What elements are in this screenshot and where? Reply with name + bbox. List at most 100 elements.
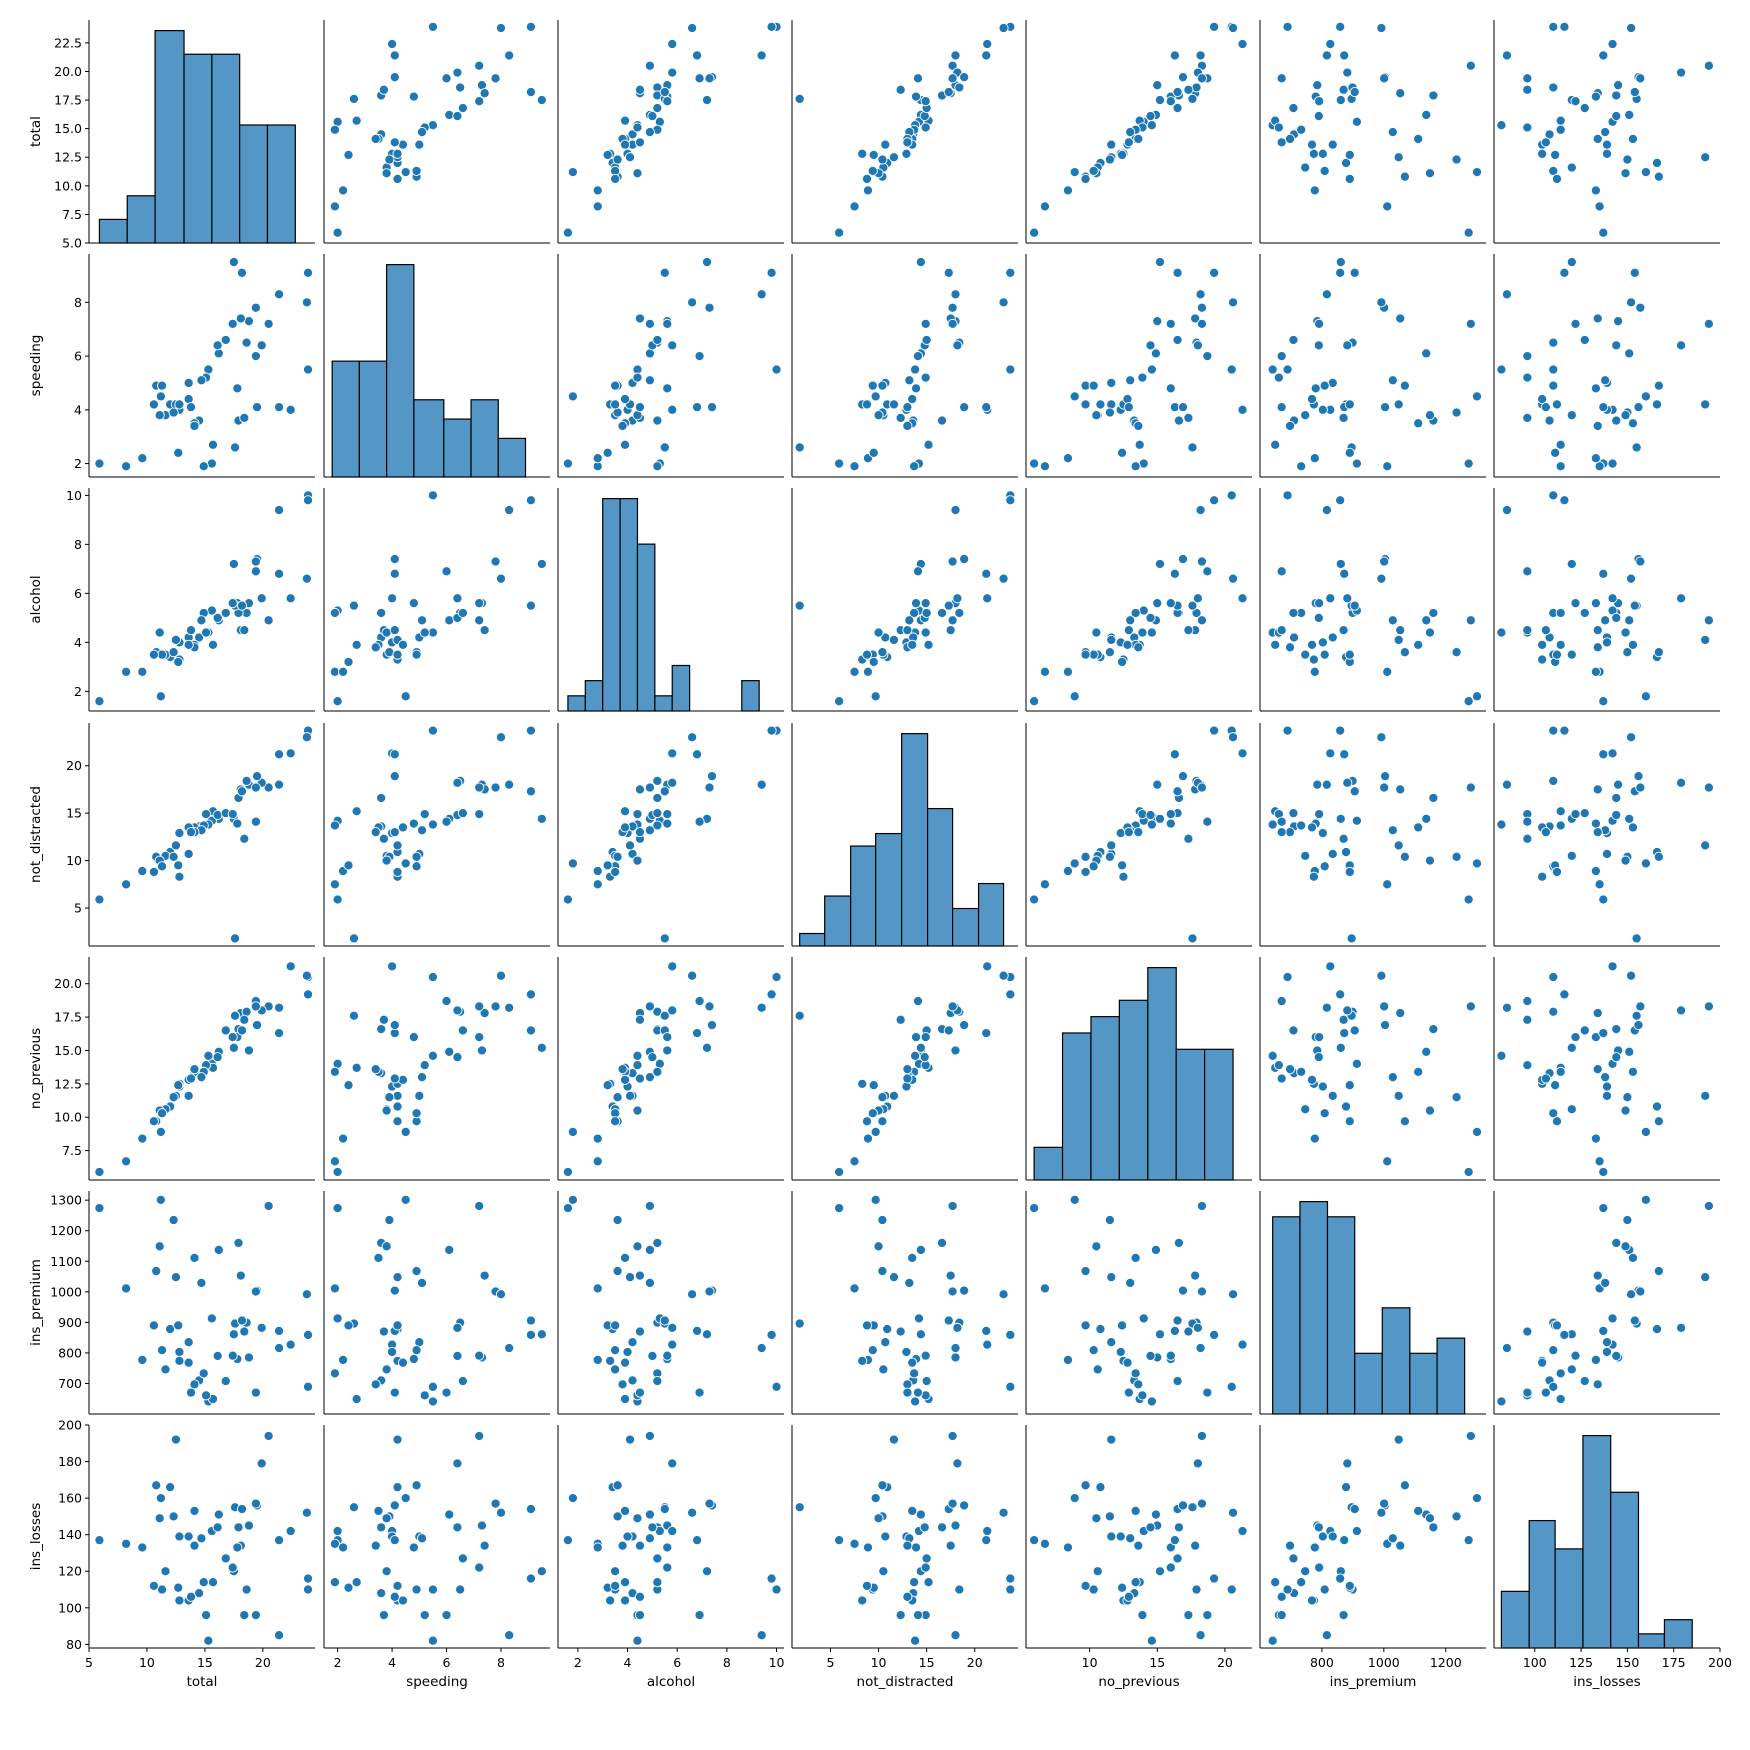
- scatter-point: [612, 1092, 623, 1103]
- scatter-point: [1338, 1610, 1349, 1621]
- scatter-point: [1190, 313, 1201, 324]
- scatter-point: [1095, 399, 1106, 410]
- scatter-point: [232, 383, 243, 394]
- scatter-point: [950, 504, 961, 516]
- scatter-point: [173, 1582, 184, 1593]
- y-tick-label: 180: [58, 1454, 82, 1469]
- scatter-point: [915, 1329, 926, 1340]
- scatter-point: [525, 600, 536, 611]
- scatter-point: [168, 851, 179, 862]
- scatter-point: [627, 1375, 638, 1386]
- scatter-point: [227, 1032, 238, 1043]
- scatter-point: [151, 1480, 162, 1491]
- scatter-point: [1172, 1315, 1183, 1326]
- scatter-point: [397, 1074, 409, 1085]
- scatter-point: [644, 825, 655, 836]
- scatter-point: [1306, 394, 1318, 405]
- scatter-point: [1570, 318, 1581, 329]
- scatter-point: [947, 1498, 958, 1509]
- scatter-point: [452, 1052, 463, 1063]
- scatter-point: [1703, 318, 1714, 329]
- scatter-point: [1306, 1074, 1318, 1085]
- scatter-point: [236, 1315, 248, 1326]
- scatter-point: [794, 1502, 805, 1513]
- scatter-point: [1273, 122, 1284, 133]
- scatter-point: [1555, 115, 1566, 126]
- scatter-point: [154, 1513, 165, 1524]
- scatter-point: [457, 1375, 468, 1387]
- scatter-point: [1600, 127, 1611, 138]
- scatter-point: [766, 1573, 777, 1584]
- scatter-point: [610, 173, 621, 185]
- scatter-point: [1559, 1329, 1570, 1340]
- scatter-point: [1653, 380, 1664, 391]
- scatter-point: [212, 340, 223, 351]
- scatter-point: [659, 1010, 670, 1021]
- scatter-point: [1566, 410, 1577, 421]
- scatter-point: [1598, 1028, 1609, 1039]
- scatter-point: [1349, 1504, 1360, 1515]
- scatter-point: [183, 1337, 194, 1348]
- scatter-point: [250, 351, 261, 362]
- panel-not_distracted-vs-speeding: [323, 723, 550, 947]
- scatter-point: [647, 111, 658, 122]
- scatter-point: [1138, 1313, 1149, 1324]
- scatter-point: [1130, 607, 1141, 619]
- panel-speeding-vs-alcohol: [557, 254, 784, 478]
- scatter-point: [228, 558, 239, 570]
- hist-bar: [1033, 1146, 1064, 1181]
- scatter-point: [332, 227, 343, 238]
- scatter-point: [155, 391, 166, 402]
- hist-bar: [977, 882, 1005, 947]
- scatter-point: [1496, 627, 1507, 638]
- scatter-point: [1522, 996, 1533, 1007]
- scatter-point: [1195, 289, 1206, 300]
- scatter-point: [274, 749, 285, 760]
- scatter-point: [659, 786, 670, 797]
- scatter-point: [1537, 639, 1548, 650]
- scatter-point: [919, 1052, 930, 1063]
- scatter-point: [1154, 95, 1166, 106]
- scatter-point: [1154, 558, 1166, 570]
- scatter-point: [1463, 227, 1474, 238]
- scatter-point: [196, 1277, 207, 1288]
- scatter-point: [602, 860, 613, 871]
- scatter-point: [232, 818, 243, 829]
- scatter-point: [1382, 1156, 1393, 1167]
- scatter-point: [387, 1346, 398, 1358]
- scatter-point: [920, 318, 931, 329]
- scatter-point: [1393, 634, 1404, 645]
- scatter-point: [387, 593, 398, 604]
- scatter-point: [165, 1324, 176, 1335]
- scatter-point: [1145, 1522, 1156, 1533]
- scatter-point: [868, 447, 879, 458]
- scatter-point: [959, 402, 970, 413]
- scatter-point: [1387, 127, 1398, 138]
- scatter-point: [1590, 453, 1601, 464]
- scatter-point: [919, 1522, 930, 1533]
- x-tick-label: 5: [826, 1655, 834, 1670]
- scatter-point: [1471, 691, 1483, 702]
- scatter-point: [370, 827, 381, 838]
- scatter-point: [389, 1500, 400, 1511]
- hist-bar: [1061, 1032, 1092, 1181]
- scatter-point: [1169, 749, 1180, 760]
- scatter-point: [94, 894, 105, 905]
- scatter-point: [414, 1090, 425, 1101]
- scatter-point: [1062, 1542, 1073, 1553]
- scatter-point: [694, 1610, 705, 1621]
- scatter-point: [1522, 566, 1533, 577]
- scatter-point: [947, 615, 958, 626]
- scatter-point: [834, 227, 845, 238]
- scatter-point: [1273, 372, 1284, 383]
- scatter-point: [1626, 1289, 1637, 1300]
- scatter-point: [1555, 607, 1566, 619]
- scatter-point: [351, 1577, 362, 1588]
- scatter-point: [950, 1630, 961, 1641]
- scatter-point: [1125, 1277, 1136, 1288]
- scatter-point: [632, 1513, 643, 1524]
- scatter-point: [1592, 1064, 1603, 1075]
- scatter-point: [612, 851, 623, 862]
- scatter-point: [1312, 779, 1323, 790]
- scatter-point: [329, 201, 340, 212]
